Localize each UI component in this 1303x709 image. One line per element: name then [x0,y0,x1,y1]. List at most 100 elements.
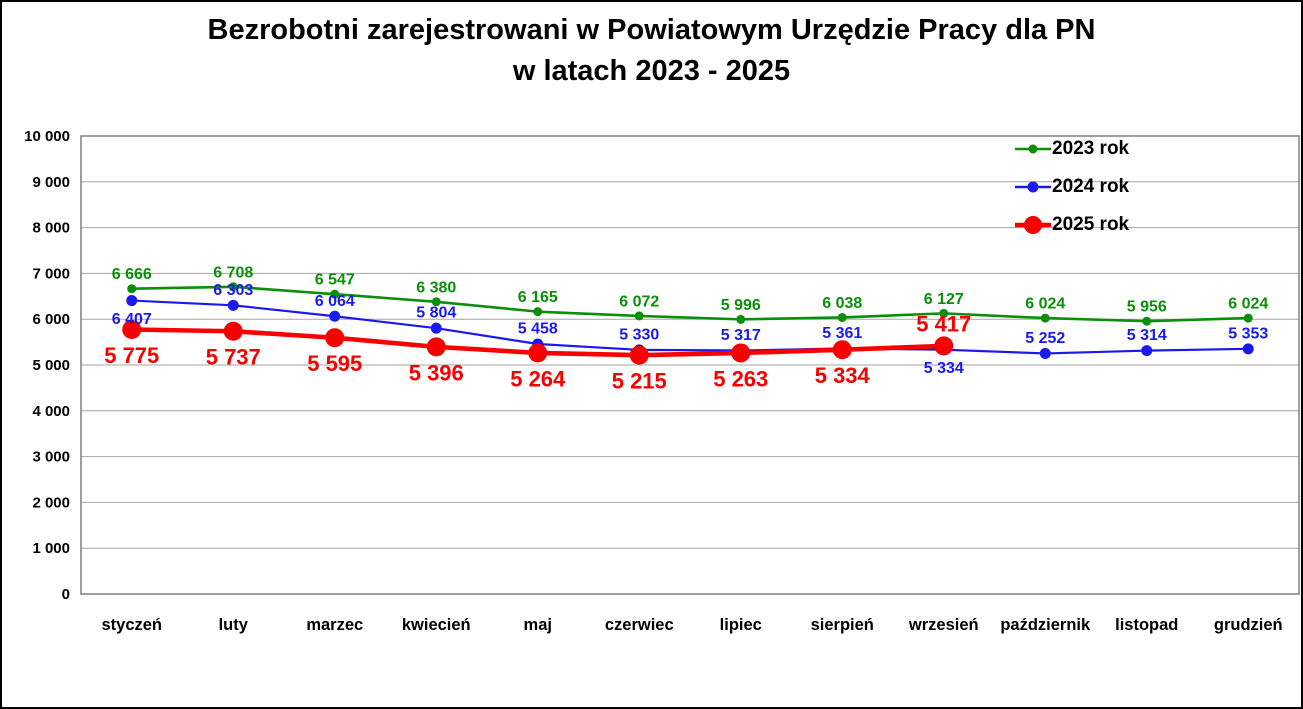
data-point-2023-rok [1142,316,1152,326]
data-point-2023-rok [1243,313,1253,323]
series-line-2024-rok [130,299,1250,355]
data-point-2025-rok [426,337,446,357]
data-label-2024-rok: 5 330 [619,326,659,343]
y-axis-tick-label: 4 000 [32,403,70,420]
x-axis-category-label: kwiecień [402,616,471,634]
y-axis-tick-label: 7 000 [32,265,70,282]
data-label-2025-rok: 5 595 [307,351,362,376]
data-label-2023-rok: 6 666 [112,266,152,283]
legend-swatch-2024 [1015,181,1051,193]
data-point-2023-rok [127,284,137,294]
data-label-2025-rok: 5 264 [510,366,566,391]
data-label-2024-rok: 5 804 [416,305,456,322]
data-label-2025-rok: 5 396 [409,360,464,385]
data-label-2023-rok: 6 127 [924,291,964,308]
data-label-2025-rok: 5 215 [612,369,667,394]
x-axis-category-label: sierpień [811,616,874,634]
legend: 2023 rok 2024 rok 2025 rok [1014,130,1129,244]
data-point-2025-rok [629,345,649,365]
data-label-2024-rok: 6 303 [213,282,253,299]
data-point-2025-rok [832,340,852,360]
legend-label: 2025 rok [1052,214,1130,235]
data-label-2023-rok: 6 024 [1025,296,1065,313]
data-label-2023-rok: 5 996 [721,297,761,314]
data-point-2023-rok [228,282,238,292]
data-label-2024-rok: 5 314 [1127,327,1167,344]
data-point-2023-rok [330,289,340,299]
data-label-2024-rok: 5 317 [721,327,761,344]
x-axis-category-label: styczeń [101,616,162,634]
y-axis-tick-label: 3 000 [32,449,70,466]
data-point-2023-rok [837,312,847,322]
x-axis-category-label: czerwiec [605,616,674,634]
data-point-2023-rok [533,307,543,317]
data-point-2024-rok [329,310,341,322]
y-axis-tick-label: 10 000 [24,128,70,145]
data-point-2024-rok [1141,345,1153,357]
legend-label: 2024 rok [1052,176,1130,197]
data-point-2025-rok [731,343,751,363]
data-point-2024-rok [1242,343,1254,355]
data-point-2024-rok [430,322,442,334]
data-label-2025-rok: 5 334 [815,363,871,388]
data-label-2024-rok: 6 064 [315,293,355,310]
chart-title-line2: w latach 2023 - 2025 [512,55,791,87]
y-axis-tick-label: 5 000 [32,357,70,374]
data-point-2023-rok [736,314,746,324]
data-label-2023-rok: 6 038 [822,295,862,312]
y-axis-tick-label: 9 000 [32,174,70,191]
chart-title-line1: Bezrobotni zarejestrowani w Powiatowym U… [207,14,1096,46]
data-point-2023-rok [431,297,441,307]
data-point-2025-rok [934,336,954,356]
data-label-2024-rok: 5 458 [518,321,558,338]
y-axis-tick-label: 2 000 [32,494,70,511]
legend-marker [1024,216,1042,234]
plot-border [80,135,1300,595]
legend-swatch-2023 [1015,144,1051,154]
data-label-2024-rok: 6 407 [112,311,152,328]
data-label-2024-rok: 5 361 [822,325,862,342]
data-point-2023-rok [634,311,644,321]
x-axis-category-label: maj [524,616,552,634]
series-line-2023-rok [130,285,1250,323]
data-label-2024-rok: 5 252 [1025,330,1065,347]
legend-label: 2023 rok [1052,138,1130,159]
data-point-2024-rok [126,295,138,307]
x-axis-category-label: październik [1000,616,1091,634]
y-axis-tick-label: 8 000 [32,220,70,237]
data-label-2025-rok: 5 775 [104,343,159,368]
x-axis-category-label: listopad [1115,616,1178,634]
legend-item-2023: 2023 rok [1014,130,1129,168]
chart-title: Bezrobotni zarejestrowani w Powiatowym U… [2,10,1301,92]
data-label-2025-rok: 5 417 [916,311,971,336]
data-point-2024-rok [1039,347,1051,359]
legend-item-2024: 2024 rok [1014,168,1129,206]
x-axis-category-label: wrzesień [908,616,979,634]
data-point-2025-rok [223,321,243,341]
legend-item-2025: 2025 rok [1014,206,1129,244]
data-label-2025-rok: 5 263 [713,366,768,391]
legend-marker [1027,181,1039,193]
data-point-2023-rok [1040,313,1050,323]
legend-marker [1028,144,1038,154]
data-label-2023-rok: 6 165 [518,289,558,306]
data-label-2024-rok: 5 353 [1228,325,1268,342]
data-point-2024-rok [227,299,239,311]
x-axis-category-label: lipiec [720,616,762,634]
data-label-2023-rok: 6 072 [619,293,659,310]
data-label-2023-rok: 6 708 [213,264,253,281]
legend-swatch-2025 [1015,216,1051,234]
data-point-2025-rok [528,343,548,363]
data-label-2023-rok: 6 380 [416,279,456,296]
data-point-2025-rok [325,328,345,348]
data-point-2023-rok [939,308,949,318]
data-label-2024-rok: 5 334 [924,360,964,377]
data-label-2025-rok: 5 737 [206,345,261,370]
x-axis-category-label: marzec [306,616,363,634]
data-label-2023-rok: 6 547 [315,272,355,289]
data-label-2023-rok: 6 024 [1228,296,1268,313]
y-axis-tick-label: 1 000 [32,540,70,557]
x-axis-category-label: grudzień [1214,616,1283,634]
